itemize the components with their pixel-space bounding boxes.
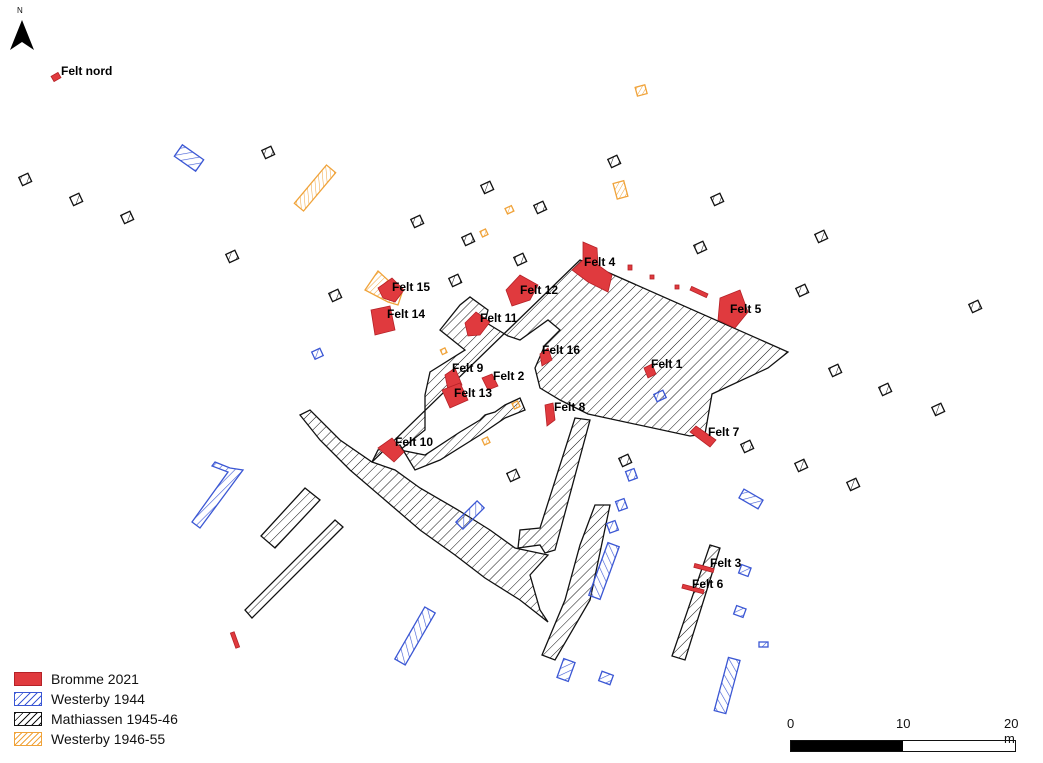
scale-tick-label: 20 m [1004,716,1019,746]
north-arrow: N [8,6,36,52]
legend-swatch-blue [14,692,42,706]
legend-swatch-red [14,672,42,686]
felt-label: Felt 4 [584,255,616,269]
legend-item-westerby-1944: Westerby 1944 [14,689,178,709]
legend-label: Mathiassen 1945-46 [51,711,178,727]
scale-bar: 0 10 20 m [787,716,1030,760]
legend-item-bromme-2021: Bromme 2021 [14,669,178,689]
legend-swatch-orange [14,732,42,746]
felt-label: Felt 1 [651,357,683,371]
mathiassen-main-trench [298,259,790,623]
felt-label: Felt 9 [452,361,484,375]
felt-label: Felt 6 [692,577,724,591]
mathiassen-east-strip [671,544,721,661]
felt-label: Felt 13 [454,386,492,400]
felt-label: Felt 15 [392,280,430,294]
felt-label: Felt 14 [387,307,425,321]
felt-label: Felt 3 [710,556,742,570]
felt-label: Felt 7 [708,425,740,439]
bromme-2021-trenches [50,71,749,649]
felt-label: Felt 2 [493,369,525,383]
felt-label: Felt 12 [520,283,558,297]
legend-item-mathiassen-1945-46: Mathiassen 1945-46 [14,709,178,729]
map-legend: Bromme 2021 Westerby 1944 Mathiassen 194… [14,669,178,749]
felt-label: Felt 10 [395,435,433,449]
scale-tick-label: 10 [896,716,911,731]
felt-label: Felt nord [61,64,112,78]
felt-label: Felt 11 [480,311,518,325]
scale-tick-label: 0 [787,716,795,731]
legend-item-westerby-1946-55: Westerby 1946-55 [14,729,178,749]
felt-label: Felt 5 [730,302,762,316]
felt-label: Felt 16 [542,343,580,357]
north-label: N [17,6,23,15]
legend-label: Westerby 1946-55 [51,731,166,747]
mathiassen-west-block [260,487,321,549]
felt-labels: Felt nord Felt 15 Felt 14 Felt 4 Felt 12… [61,64,762,591]
westerby-1944-trenches [173,143,769,715]
scale-bar-graphic [790,740,1016,752]
legend-label: Bromme 2021 [51,671,139,687]
felt-label: Felt 8 [554,400,586,414]
legend-label: Westerby 1944 [51,691,145,707]
mathiassen-southeast-trench [541,504,611,661]
mathiassen-west-strip [244,519,344,619]
mathiassen-test-squares [17,145,983,492]
scale-bar-black-segment [791,741,903,751]
mathiassen-south-arm [517,417,591,554]
legend-swatch-black [14,712,42,726]
north-arrow-icon [10,20,34,50]
